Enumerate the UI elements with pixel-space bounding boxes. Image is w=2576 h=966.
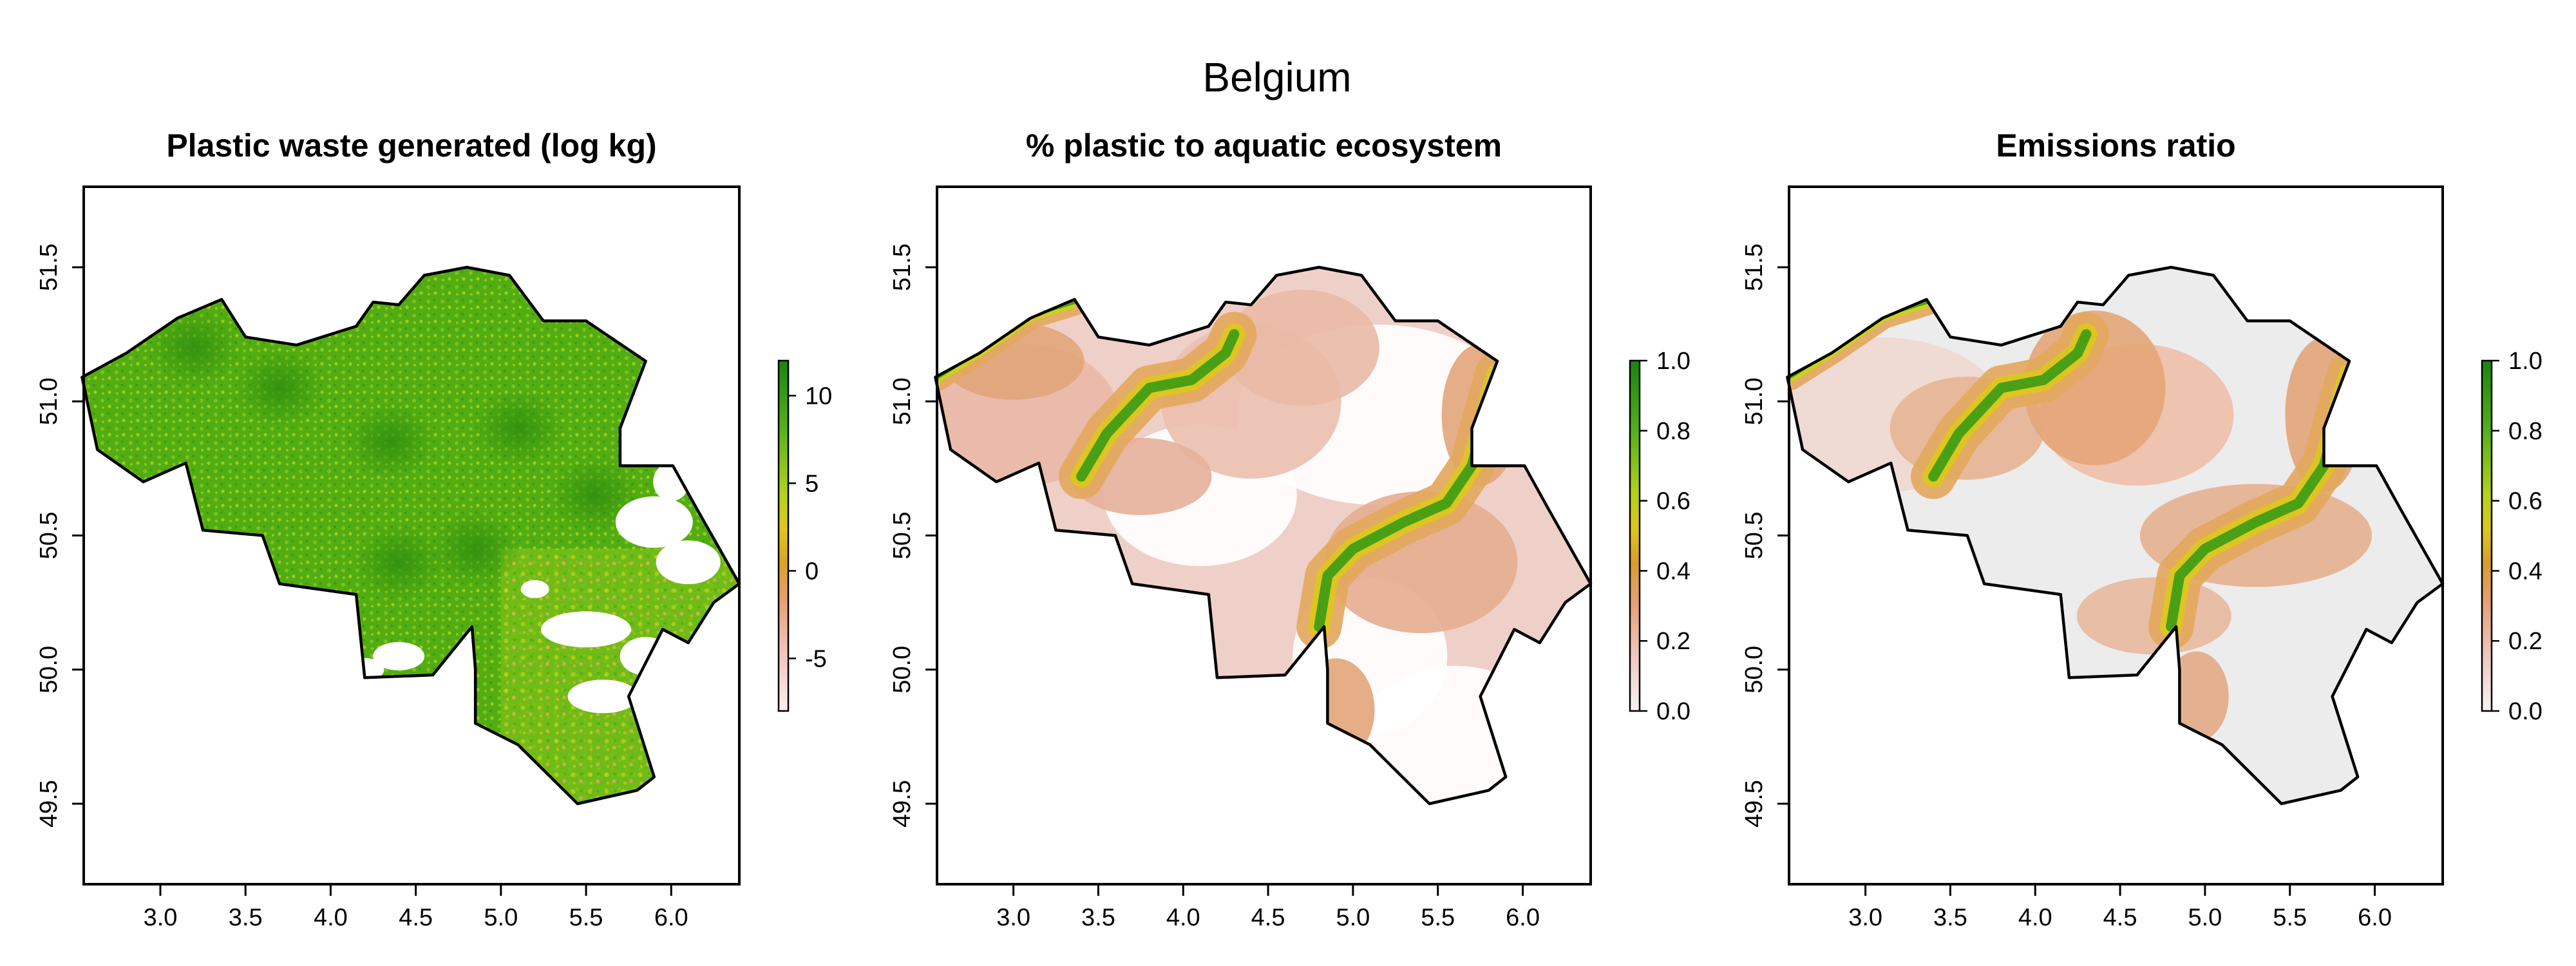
y-tick-label: 51.0 bbox=[1741, 377, 1768, 425]
x-tick-label: 6.0 bbox=[654, 904, 688, 931]
x-tick-label: 5.5 bbox=[569, 904, 603, 931]
x-tick-label: 4.0 bbox=[1166, 904, 1200, 931]
y-tick-label: 50.0 bbox=[1741, 646, 1768, 694]
x-tick-label: 5.0 bbox=[1336, 904, 1370, 931]
legend-colorbar: 1.0 0.8 0.6 0.4 0.2 0.0 bbox=[1629, 348, 1690, 725]
legend-colorbar: 10 5 0 -5 bbox=[777, 359, 832, 712]
x-tick-label: 5.0 bbox=[484, 904, 518, 931]
country-border bbox=[1786, 265, 2445, 806]
legend-tick-label: 0.6 bbox=[1656, 488, 1690, 515]
legend-tick-label: 0.8 bbox=[2508, 418, 2543, 445]
x-tick-label: 3.5 bbox=[1081, 904, 1115, 931]
legend-tick-label: 0.4 bbox=[2508, 558, 2543, 585]
y-tick-label: 51.0 bbox=[889, 377, 916, 425]
x-tick-label: 5.5 bbox=[2273, 904, 2307, 931]
x-tick-label: 3.0 bbox=[144, 904, 178, 931]
legend-tick-label: 0.2 bbox=[2508, 628, 2543, 655]
country-border bbox=[934, 265, 1593, 806]
legend-tick-label: 1.0 bbox=[2508, 348, 2543, 375]
y-tick-label: 50.5 bbox=[889, 512, 916, 560]
y-tick-label: 49.5 bbox=[1741, 780, 1768, 828]
legend-tick-label: 0.0 bbox=[2508, 698, 2543, 725]
panel-title: Plastic waste generated (log kg) bbox=[166, 128, 656, 164]
legend-tick-label: 0.4 bbox=[1656, 558, 1690, 585]
x-tick-label: 6.0 bbox=[1506, 904, 1540, 931]
y-tick-label: 50.5 bbox=[35, 512, 62, 560]
legend-tick-label: 0.6 bbox=[2508, 488, 2543, 515]
y-tick-label: 50.5 bbox=[1741, 512, 1768, 560]
x-tick-label: 3.5 bbox=[1933, 904, 1967, 931]
x-tick-label: 3.0 bbox=[996, 904, 1030, 931]
y-tick-label: 50.0 bbox=[889, 646, 916, 694]
x-tick-label: 5.5 bbox=[1421, 904, 1455, 931]
legend-tick-label: 5 bbox=[805, 470, 819, 497]
x-tick-label: 3.5 bbox=[229, 904, 263, 931]
country-border bbox=[80, 265, 741, 806]
panel-title: % plastic to aquatic ecosystem bbox=[1026, 128, 1502, 164]
x-tick-label: 5.0 bbox=[2188, 904, 2222, 931]
panel-title: Emissions ratio bbox=[1996, 128, 2235, 164]
x-tick-label: 4.5 bbox=[2103, 904, 2137, 931]
raster-layer bbox=[935, 267, 1591, 804]
map-panel-2: % plastic to aquatic ecosystem 3.0 3.5 4.0 4… bbox=[889, 128, 1690, 931]
y-tick-label: 49.5 bbox=[889, 780, 916, 828]
legend-tick-label: 0.8 bbox=[1656, 418, 1690, 445]
x-tick-label: 4.5 bbox=[399, 904, 433, 931]
legend-tick-label: 0 bbox=[805, 558, 819, 585]
map-panel-1: Plastic waste generated (log kg) 3.0 3.5 4.… bbox=[35, 128, 832, 931]
y-tick-label: 51.5 bbox=[35, 243, 62, 291]
x-tick-label: 3.0 bbox=[1848, 904, 1882, 931]
y-tick-label: 50.0 bbox=[35, 646, 62, 694]
legend-tick-label: 10 bbox=[805, 383, 832, 410]
x-tick-label: 4.5 bbox=[1251, 904, 1285, 931]
legend-tick-label: 0.2 bbox=[1656, 628, 1690, 655]
figure-title: Belgium bbox=[1202, 54, 1351, 100]
raster-layer bbox=[82, 267, 739, 804]
legend-colorbar: 1.0 0.8 0.6 0.4 0.2 0.0 bbox=[2481, 348, 2543, 725]
legend-tick-label: 0.0 bbox=[1656, 698, 1690, 725]
x-tick-label: 4.0 bbox=[314, 904, 348, 931]
y-tick-label: 49.5 bbox=[35, 780, 62, 828]
x-tick-label: 4.0 bbox=[2018, 904, 2052, 931]
y-tick-label: 51.5 bbox=[1741, 243, 1768, 291]
legend-tick-label: 1.0 bbox=[1656, 348, 1690, 375]
map-panel-3: Emissions ratio 3.0 3.5 4.0 4.5 5.0 5.5 6.0 49.5… bbox=[1741, 128, 2543, 931]
y-tick-label: 51.0 bbox=[35, 377, 62, 425]
x-tick-label: 6.0 bbox=[2358, 904, 2392, 931]
y-tick-label: 51.5 bbox=[889, 243, 916, 291]
legend-tick-label: -5 bbox=[805, 645, 827, 672]
